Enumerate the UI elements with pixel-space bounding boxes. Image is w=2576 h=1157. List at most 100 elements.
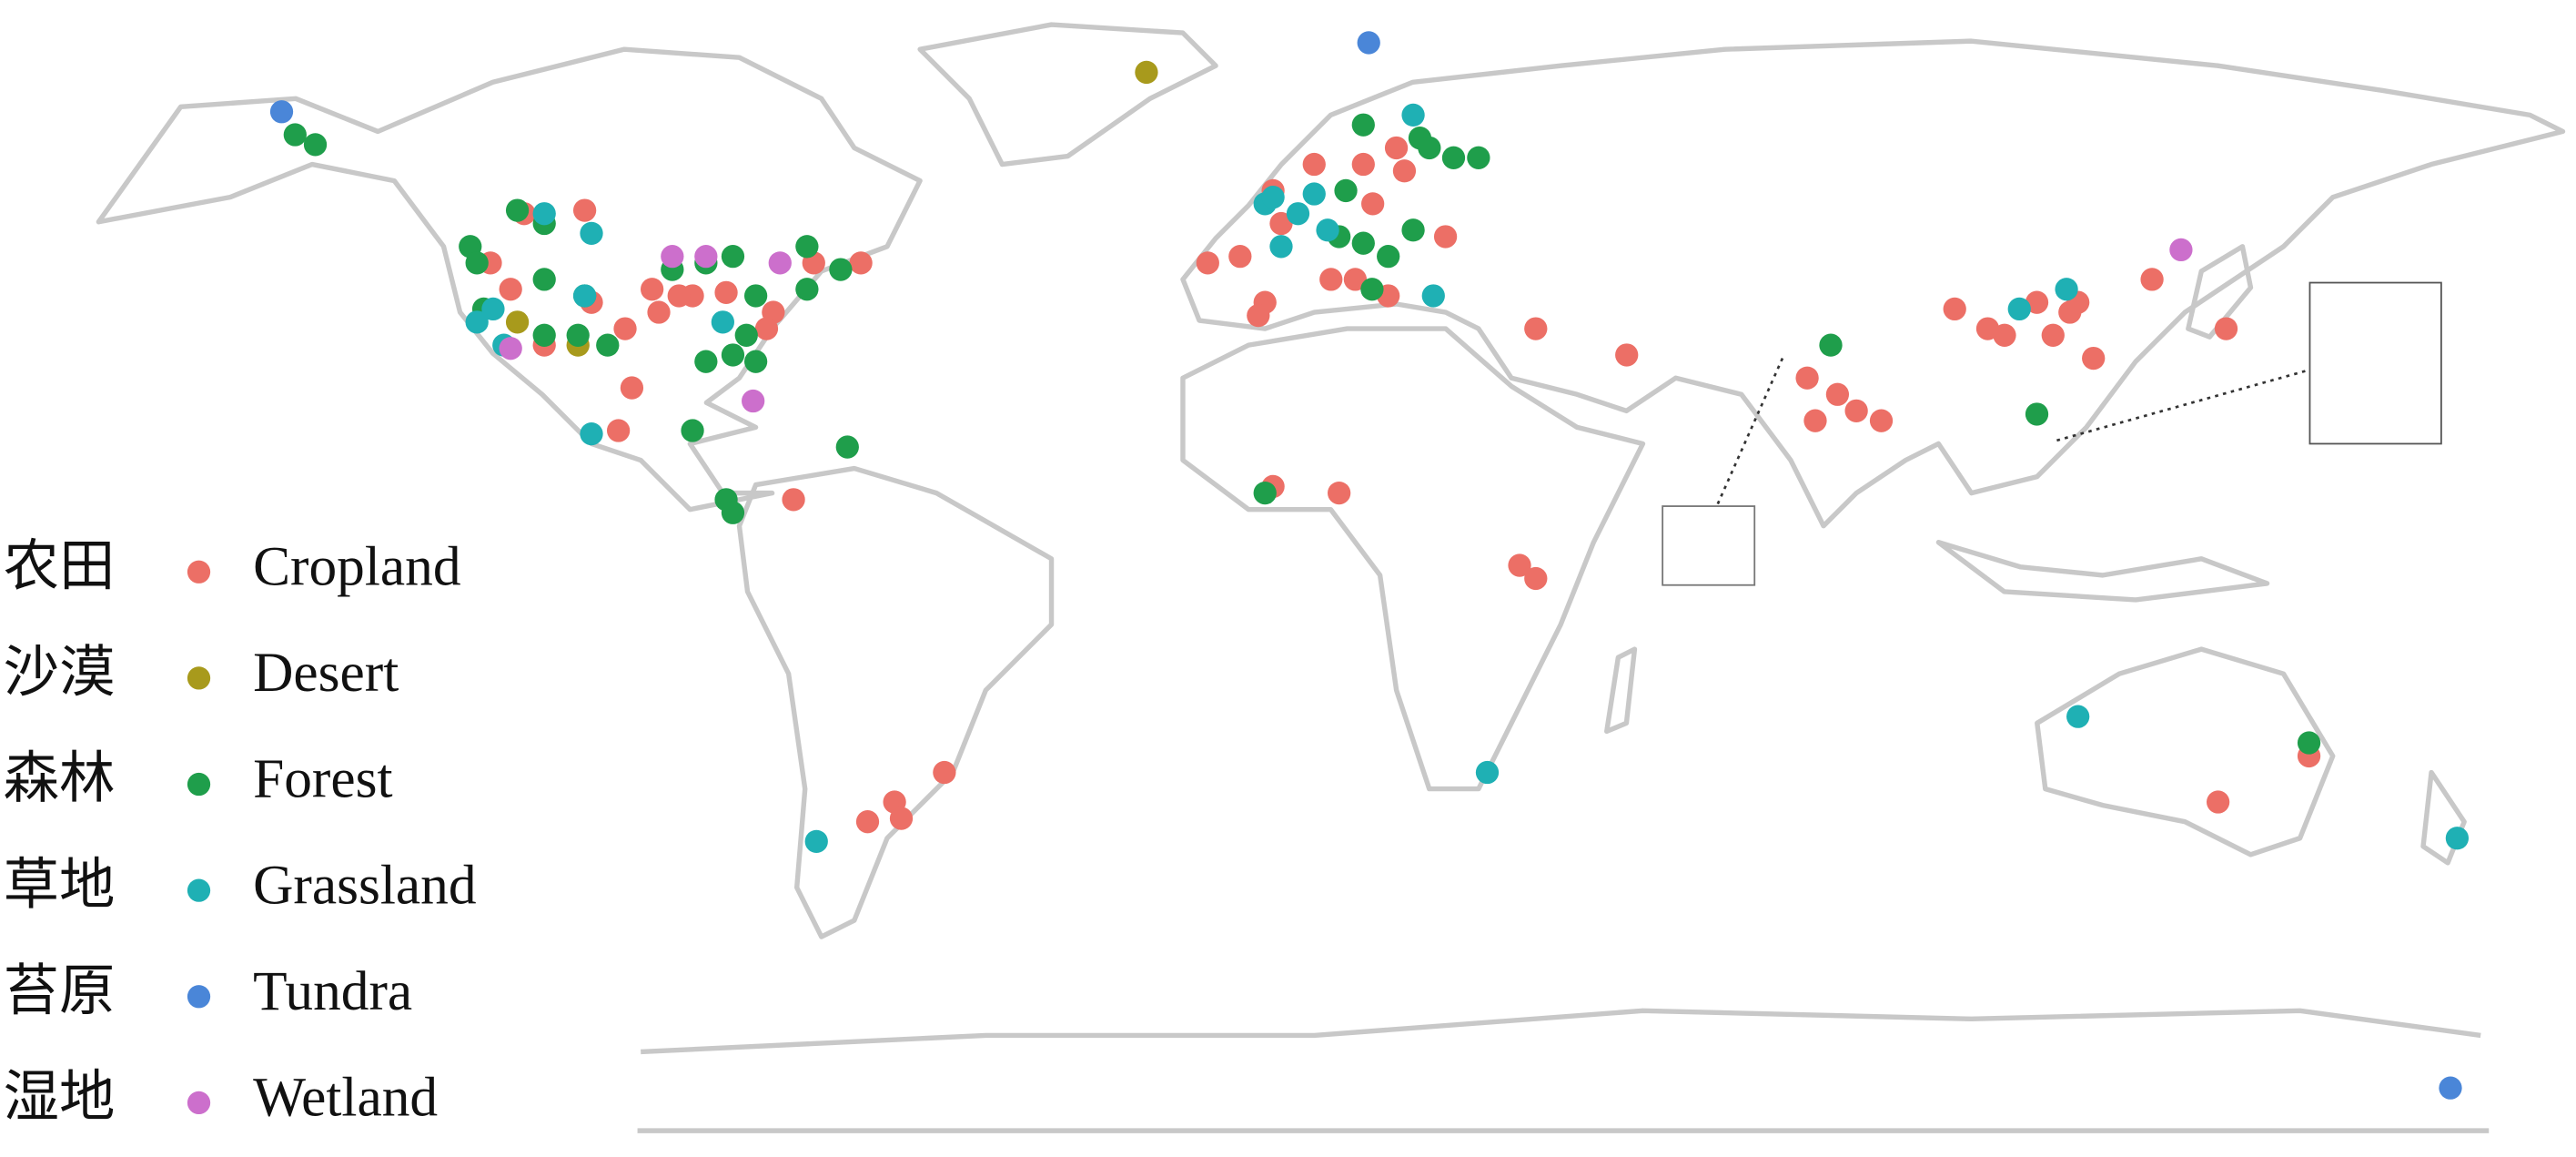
site-point: [721, 501, 745, 524]
site-point: [1360, 278, 1384, 301]
inset-leader: [1715, 358, 1784, 507]
site-point: [1269, 235, 1293, 259]
site-point: [795, 278, 819, 301]
japan: [2186, 244, 2254, 340]
site-point: [1316, 218, 1339, 242]
site-point: [572, 284, 597, 308]
site-point: [1357, 31, 1380, 55]
site-point: [1253, 481, 1277, 505]
site-point: [1433, 225, 1458, 249]
site-point: [743, 350, 768, 373]
site-point: [1401, 218, 1425, 242]
site-point: [2439, 1076, 2462, 1100]
site-point: [661, 245, 684, 269]
site-point: [1819, 333, 1843, 357]
site-point: [1869, 409, 1894, 432]
legend-label-zh: 草地: [4, 854, 116, 916]
site-point: [711, 310, 734, 334]
site-point: [743, 284, 768, 308]
inset-box: [2308, 281, 2442, 445]
site-point: [1795, 366, 1819, 390]
site-point: [855, 810, 880, 834]
site-point: [606, 419, 631, 442]
site-point: [1803, 409, 1827, 432]
north-america: [96, 46, 923, 513]
site-point: [829, 258, 853, 281]
legend: 农田 Cropland 沙漠 Desert 森林 Forest 草地 Grassland 苔原 T…: [4, 535, 477, 1128]
site-point: [499, 278, 522, 301]
legend-label-zh: 湿地: [4, 1067, 116, 1129]
coastlines: [96, 22, 2566, 1133]
site-point: [804, 829, 828, 854]
site-point: [2206, 790, 2230, 814]
site-point: [465, 251, 489, 275]
legend-label: Desert: [253, 642, 399, 704]
site-point: [640, 278, 664, 301]
legend-label: Grassland: [253, 854, 476, 916]
south-america: [736, 465, 1055, 939]
site-point: [2297, 731, 2321, 755]
site-point: [889, 807, 914, 830]
site-point: [269, 100, 294, 124]
site-point: [303, 133, 328, 157]
site-point: [580, 221, 603, 246]
legend-label: Cropland: [253, 535, 460, 597]
site-point: [835, 435, 859, 459]
antarctica: [641, 1008, 2481, 1055]
site-point: [754, 317, 779, 340]
site-point: [1401, 103, 1425, 127]
site-point: [1269, 211, 1293, 236]
site-point: [2445, 827, 2470, 850]
legend-swatch: [187, 560, 211, 584]
inset-leader: [2056, 368, 2310, 442]
site-point: [667, 284, 691, 308]
site-point: [532, 323, 556, 347]
site-point: [1421, 284, 1445, 308]
site-point: [1993, 323, 2016, 347]
site-point: [580, 421, 603, 446]
site-point: [768, 251, 792, 275]
legend-label: Wetland: [253, 1067, 438, 1129]
site-point: [620, 376, 644, 400]
site-point: [1351, 113, 1375, 137]
madagascar: [1604, 646, 1638, 735]
site-point: [1524, 317, 1548, 340]
site-point: [1475, 760, 1500, 785]
legend-label-zh: 苔原: [4, 960, 116, 1022]
site-point: [596, 333, 620, 357]
site-point: [1524, 566, 1548, 591]
new-zealand: [2420, 769, 2467, 866]
site-point: [2025, 290, 2049, 314]
insets: [1662, 281, 2442, 586]
legend-label: Forest: [253, 748, 392, 810]
site-point: [694, 245, 718, 269]
site-point: [1228, 245, 1252, 269]
legend-swatch: [187, 1091, 211, 1115]
site-point: [499, 337, 522, 360]
site-point: [1825, 382, 1850, 406]
sites: [269, 31, 2470, 1100]
site-point: [1508, 553, 1531, 577]
site-point: [2007, 297, 2031, 321]
site-point: [532, 202, 556, 226]
site-point: [613, 317, 637, 340]
site-point: [2041, 323, 2065, 347]
site-point: [2082, 346, 2106, 370]
site-point: [734, 323, 758, 347]
indonesia: [1935, 540, 2270, 603]
legend-swatch: [187, 772, 211, 797]
site-point: [566, 323, 590, 347]
site-point: [2140, 268, 2164, 291]
inset-box: [1662, 505, 1756, 586]
site-point: [1943, 297, 1966, 321]
site-point: [681, 419, 704, 442]
site-point: [283, 123, 307, 147]
site-point: [1351, 231, 1375, 255]
site-point: [714, 280, 738, 304]
site-point: [2025, 402, 2049, 426]
site-point: [1261, 186, 1285, 209]
legend-label-zh: 农田: [4, 535, 116, 597]
legend-label-zh: 沙漠: [4, 642, 116, 704]
site-point: [1377, 245, 1400, 269]
site-point: [849, 251, 873, 275]
